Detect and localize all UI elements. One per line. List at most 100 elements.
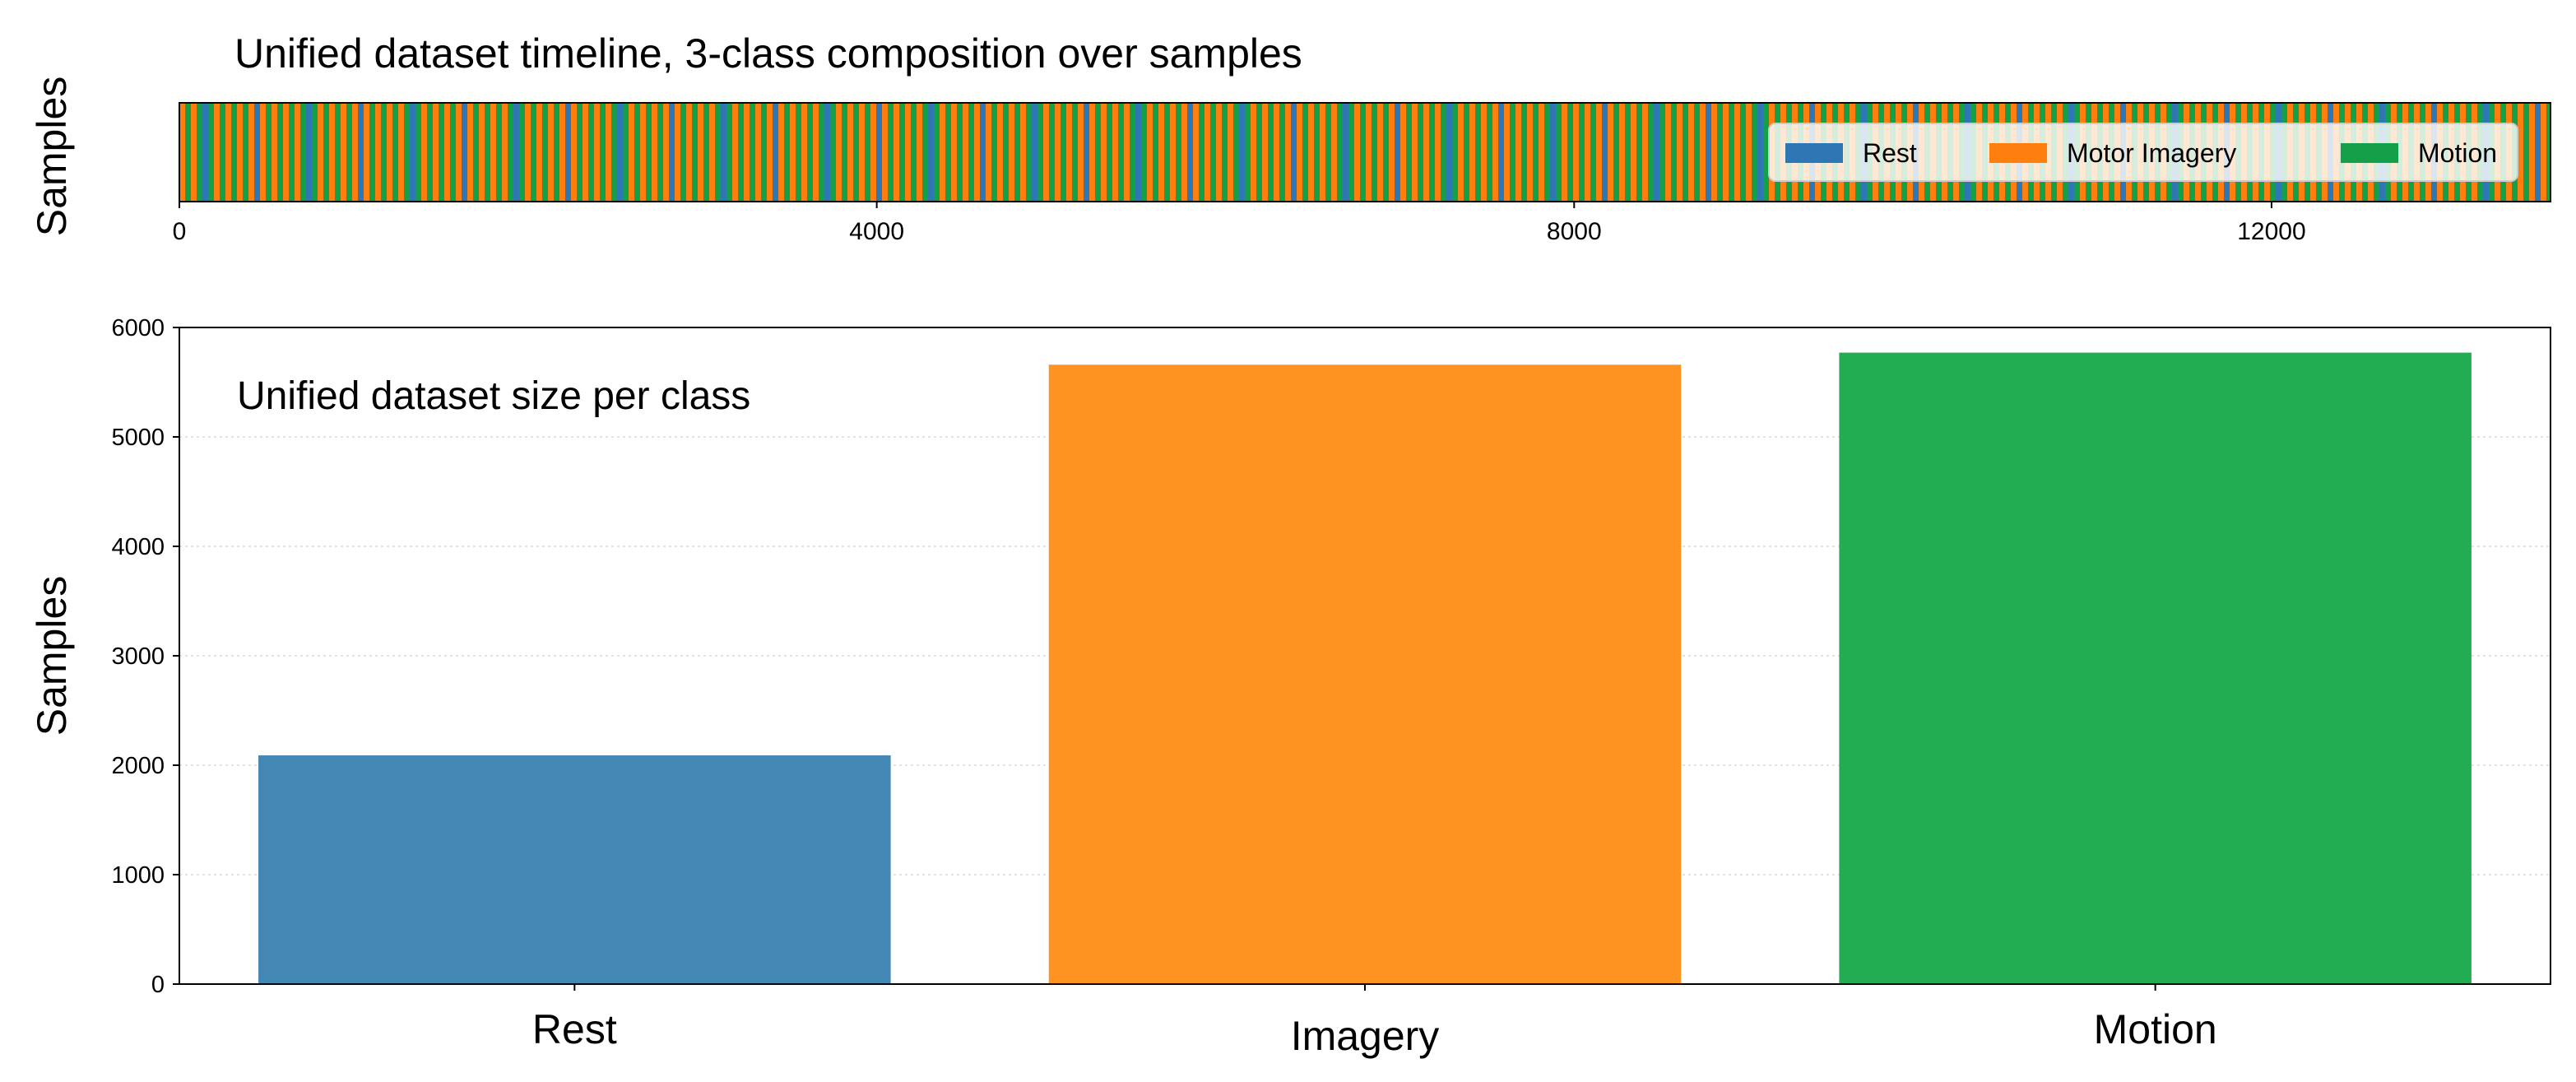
timeline-band bbox=[870, 103, 877, 202]
timeline-band bbox=[750, 103, 756, 202]
timeline-band bbox=[496, 103, 503, 202]
timeline-band bbox=[473, 103, 480, 202]
timeline-band bbox=[1176, 103, 1182, 202]
timeline-band bbox=[398, 103, 405, 202]
timeline-band bbox=[634, 103, 641, 202]
bar-motion bbox=[1839, 352, 2472, 985]
timeline-band bbox=[2518, 103, 2524, 202]
timeline-band bbox=[1210, 103, 1217, 202]
timeline-band bbox=[513, 103, 520, 202]
timeline-band bbox=[1452, 103, 1459, 202]
timeline-band bbox=[295, 103, 301, 202]
timeline-band bbox=[1723, 103, 1729, 202]
timeline-band bbox=[387, 103, 393, 202]
timeline-band bbox=[1464, 103, 1470, 202]
timeline-band bbox=[260, 103, 267, 202]
timeline-band bbox=[1118, 103, 1125, 202]
timeline-band bbox=[623, 103, 629, 202]
timeline-panel: Unified dataset timeline, 3-class compos… bbox=[29, 30, 2551, 245]
timeline-band bbox=[1026, 103, 1033, 202]
timeline-band bbox=[490, 103, 497, 202]
timeline-band bbox=[790, 103, 796, 202]
timeline-band bbox=[1683, 103, 1689, 202]
timeline-band bbox=[2529, 103, 2536, 202]
timeline-band bbox=[467, 103, 474, 202]
timeline-band bbox=[1544, 103, 1551, 202]
timeline-band bbox=[680, 103, 687, 202]
timeline-band bbox=[732, 103, 739, 202]
timeline-band bbox=[2535, 103, 2541, 202]
timeline-band bbox=[197, 103, 203, 202]
timeline-band bbox=[1135, 103, 1142, 202]
timeline-band bbox=[2541, 103, 2547, 202]
timeline-band bbox=[801, 103, 808, 202]
timeline-band bbox=[940, 103, 946, 202]
timeline-band bbox=[703, 103, 710, 202]
timeline-band bbox=[202, 103, 209, 202]
timeline-band bbox=[847, 103, 854, 202]
timeline-band bbox=[485, 103, 491, 202]
timeline-band bbox=[1084, 103, 1090, 202]
bar-y-tick-label: 4000 bbox=[111, 534, 165, 560]
legend-swatch bbox=[2341, 143, 2398, 163]
timeline-band bbox=[922, 103, 929, 202]
timeline-band bbox=[1573, 103, 1580, 202]
timeline-band bbox=[1297, 103, 1303, 202]
timeline-band bbox=[778, 103, 785, 202]
timeline-band bbox=[1504, 103, 1511, 202]
timeline-band bbox=[606, 103, 612, 202]
timeline-band bbox=[1521, 103, 1528, 202]
timeline-band bbox=[1147, 103, 1153, 202]
timeline-band bbox=[1694, 103, 1701, 202]
bar-x-tick-label: Rest bbox=[532, 1006, 617, 1052]
timeline-band bbox=[813, 103, 819, 202]
timeline-band bbox=[220, 103, 226, 202]
timeline-band bbox=[519, 103, 526, 202]
timeline-band bbox=[283, 103, 290, 202]
timeline-band bbox=[1539, 103, 1545, 202]
timeline-band bbox=[1395, 103, 1401, 202]
timeline-band bbox=[761, 103, 768, 202]
timeline-band bbox=[865, 103, 871, 202]
timeline-title: Unified dataset timeline, 3-class compos… bbox=[234, 30, 1302, 77]
timeline-band bbox=[254, 103, 261, 202]
timeline-band bbox=[323, 103, 330, 202]
timeline-band bbox=[2546, 103, 2551, 202]
bar-title: Unified dataset size per class bbox=[237, 374, 750, 418]
timeline-band bbox=[1389, 103, 1395, 202]
legend-label: Motor Imagery bbox=[2067, 138, 2236, 168]
timeline-x-tick-label: 8000 bbox=[1547, 218, 1602, 245]
timeline-band bbox=[1469, 103, 1476, 202]
timeline-band bbox=[986, 103, 992, 202]
timeline-band bbox=[1625, 103, 1631, 202]
timeline-band bbox=[1055, 103, 1061, 202]
timeline-x-tick-label: 0 bbox=[173, 218, 187, 245]
timeline-band bbox=[1325, 103, 1332, 202]
timeline-band bbox=[358, 103, 364, 202]
timeline-band bbox=[1533, 103, 1539, 202]
timeline-band bbox=[980, 103, 986, 202]
timeline-band bbox=[1101, 103, 1107, 202]
timeline-x-axis: 0 4000 8000 12000 bbox=[173, 202, 2306, 245]
timeline-band bbox=[1400, 103, 1407, 202]
timeline-band bbox=[1037, 103, 1044, 202]
timeline-band bbox=[675, 103, 681, 202]
timeline-band bbox=[583, 103, 589, 202]
timeline-band bbox=[1550, 103, 1557, 202]
bar-y-tick-label: 1000 bbox=[111, 862, 165, 889]
timeline-band bbox=[1158, 103, 1165, 202]
timeline-band bbox=[1688, 103, 1695, 202]
timeline-band bbox=[617, 103, 624, 202]
timeline-legend: Rest Motor Imagery Motion bbox=[1768, 123, 2518, 182]
timeline-band bbox=[191, 103, 197, 202]
timeline-band bbox=[1372, 103, 1378, 202]
timeline-band bbox=[657, 103, 664, 202]
timeline-band bbox=[1585, 103, 1591, 202]
timeline-band bbox=[957, 103, 963, 202]
timeline-band bbox=[1590, 103, 1597, 202]
timeline-band bbox=[1481, 103, 1488, 202]
timeline-band bbox=[462, 103, 468, 202]
timeline-band bbox=[185, 103, 192, 202]
timeline-band bbox=[1043, 103, 1050, 202]
